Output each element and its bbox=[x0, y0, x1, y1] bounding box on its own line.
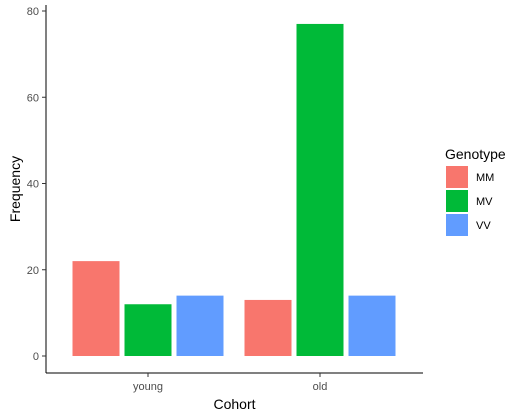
x-tick-label: old bbox=[313, 381, 328, 393]
x-axis-ticks: young old bbox=[133, 373, 327, 393]
legend-label: MM bbox=[476, 172, 494, 184]
y-tick-label: 60 bbox=[27, 92, 39, 104]
y-axis-title: Frequency bbox=[7, 156, 23, 222]
y-tick-label: 80 bbox=[27, 6, 39, 18]
x-tick-label: young bbox=[133, 381, 163, 393]
bar-old-mm bbox=[244, 299, 292, 356]
y-tick-label: 0 bbox=[33, 351, 39, 363]
legend-key-vv bbox=[446, 214, 468, 236]
y-tick-label: 20 bbox=[27, 265, 39, 277]
y-tick-label: 40 bbox=[27, 179, 39, 191]
y-axis-ticks: 0 20 40 60 80 bbox=[27, 6, 46, 363]
legend-label: VV bbox=[476, 220, 491, 232]
legend-title: Genotype bbox=[445, 146, 506, 162]
bar-young-mm bbox=[72, 261, 120, 356]
legend-label: MV bbox=[476, 196, 493, 208]
bar-old-vv bbox=[348, 295, 396, 356]
x-axis-title: Cohort bbox=[213, 396, 255, 412]
bar-young-mv bbox=[124, 304, 172, 356]
bars-group bbox=[72, 23, 396, 356]
legend: Genotype MM MV VV bbox=[445, 146, 506, 236]
bar-old-mv bbox=[296, 23, 344, 356]
legend-key-mm bbox=[446, 166, 468, 188]
legend-key-mv bbox=[446, 190, 468, 212]
bar-young-vv bbox=[176, 295, 224, 356]
